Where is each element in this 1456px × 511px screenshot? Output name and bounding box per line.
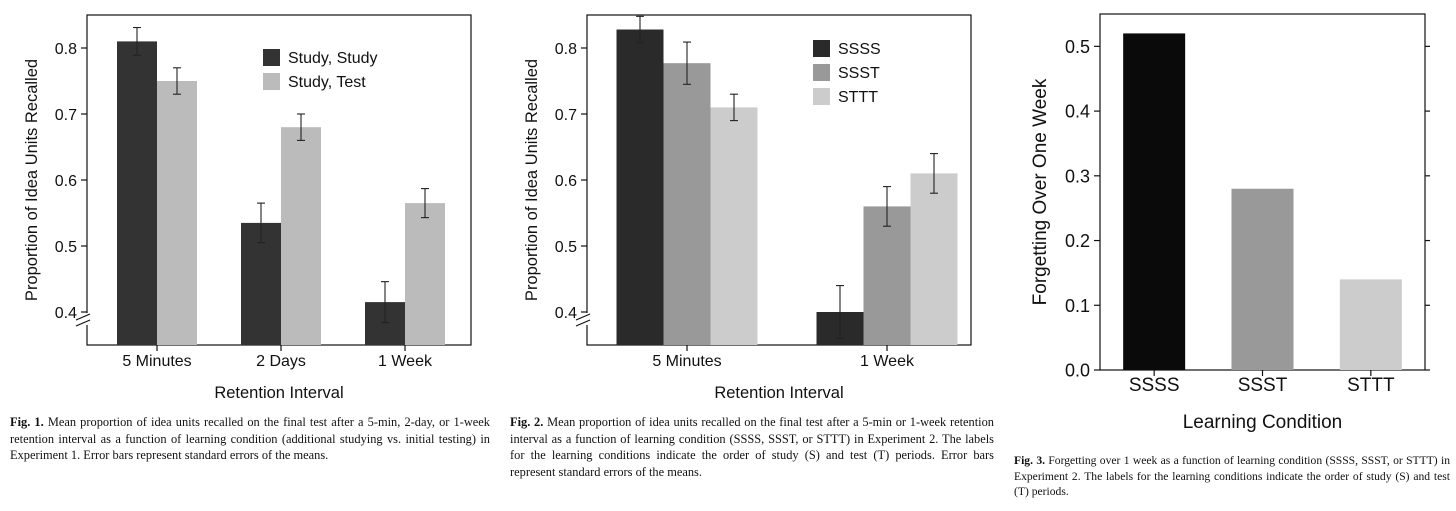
fig1-legend-label: Study, Study [288,50,378,67]
fig1-axis-break-mark [75,313,91,321]
figure-3-caption-text: Forgetting over 1 week as a function of … [1014,454,1451,498]
fig3-y-axis-title: Forgetting Over One Week [1030,78,1051,305]
fig2-y-tick-label: 0.8 [555,41,577,58]
fig1-bar [117,41,157,346]
fig2-legend-swatch [813,64,830,81]
fig3-x-tick-label: SSST [1238,375,1288,396]
figure-2-caption-label: Fig. 2. [510,415,544,429]
fig3-y-tick-label: 0.5 [1065,37,1090,57]
fig1-axis-break-mark [75,319,91,327]
fig2-axis-break-mark [575,319,591,327]
figure-2-panel: 0.4 0.5 0.6 0.7 0.8 5 Minutes 1 Week SSSS SSST ST… [500,0,1000,511]
fig1-bar [281,127,321,345]
figure-1-caption-text: Mean proportion of idea units recalled o… [10,415,490,462]
fig1-y-tick-label: 0.7 [55,107,77,124]
fig3-y-tick-label: 0.2 [1065,231,1090,251]
fig3-bar [1123,33,1186,370]
fig2-y-axis-title: Proportion of Idea Units Recalled [523,59,541,301]
fig1-legend-swatch [263,73,280,90]
fig1-x-axis-title: Retention Interval [214,384,343,402]
figure-1-panel: 0.4 0.5 0.6 0.7 0.8 5 Minutes 2 Days 1 Week Stud… [0,0,500,511]
fig3-y-tick-label: 0.3 [1065,166,1090,186]
fig1-legend-swatch [263,49,280,66]
fig3-x-axis-title: Learning Condition [1183,412,1343,433]
fig3-bar [1231,188,1294,370]
fig1-y-tick-label: 0.8 [55,41,77,58]
fig2-axis-break-gap [583,313,591,325]
fig1-y-tick-label: 0.4 [55,305,77,322]
fig1-x-tick-label: 5 Minutes [122,353,191,370]
fig1-x-tick-label: 2 Days [256,353,306,370]
fig1-y-tick-label: 0.5 [55,239,77,256]
fig1-axis-break-gap [83,313,91,325]
fig2-bar [663,63,711,346]
fig1-bar [157,81,197,345]
fig2-bar [910,173,958,345]
figure-1-caption-label: Fig. 1. [10,415,44,429]
fig2-bar [710,107,758,346]
fig2-x-tick-label: 1 Week [860,353,915,370]
figure-3-caption: Fig. 3. Forgetting over 1 week as a func… [1014,453,1450,500]
fig2-bar [863,206,911,345]
fig2-bar [616,29,664,346]
fig2-legend-label: SSST [838,65,880,82]
fig2-axis-break-mark [575,313,591,321]
figure-1-caption: Fig. 1. Mean proportion of idea units re… [10,414,490,464]
fig3-x-tick-label: STTT [1347,375,1395,396]
fig2-y-tick-label: 0.4 [555,305,577,322]
fig1-y-axis-title: Proportion of Idea Units Recalled [23,59,41,301]
figure-2-caption-text: Mean proportion of idea units recalled o… [510,415,994,479]
fig2-y-tick-label: 0.5 [555,239,577,256]
fig1-y-tick-label: 0.6 [55,173,77,190]
fig2-legend-label: STTT [838,89,878,106]
figure-2-chart: 0.4 0.5 0.6 0.7 0.8 5 Minutes 1 Week SSSS SSST ST… [523,14,972,402]
fig2-legend-label: SSSS [838,41,881,58]
fig1-legend-label: Study, Test [288,74,366,91]
figure-3-panel: 0.0 0.1 0.2 0.3 0.4 0.5 SSSS SSST STTT Learning C… [1000,0,1456,511]
fig3-y-tick-label: 0.0 [1065,360,1090,380]
figure-3-caption-label: Fig. 3. [1014,454,1046,467]
fig2-x-tick-label: 5 Minutes [652,353,721,370]
figure-2-caption: Fig. 2. Mean proportion of idea units re… [510,414,994,480]
fig3-y-tick-label: 0.1 [1065,296,1090,316]
fig3-x-tick-label: SSSS [1129,375,1180,396]
fig3-y-tick-label: 0.4 [1065,102,1090,122]
fig1-bar [405,203,445,345]
fig2-y-tick-label: 0.6 [555,173,577,190]
fig2-x-axis-title: Retention Interval [714,384,843,402]
fig2-y-tick-label: 0.7 [555,107,577,124]
figure-1-chart: 0.4 0.5 0.6 0.7 0.8 5 Minutes 2 Days 1 Week Stud… [23,14,472,402]
fig1-x-tick-label: 1 Week [378,353,433,370]
fig2-legend-swatch [813,88,830,105]
fig3-bar [1339,279,1402,370]
fig2-legend-swatch [813,40,830,57]
